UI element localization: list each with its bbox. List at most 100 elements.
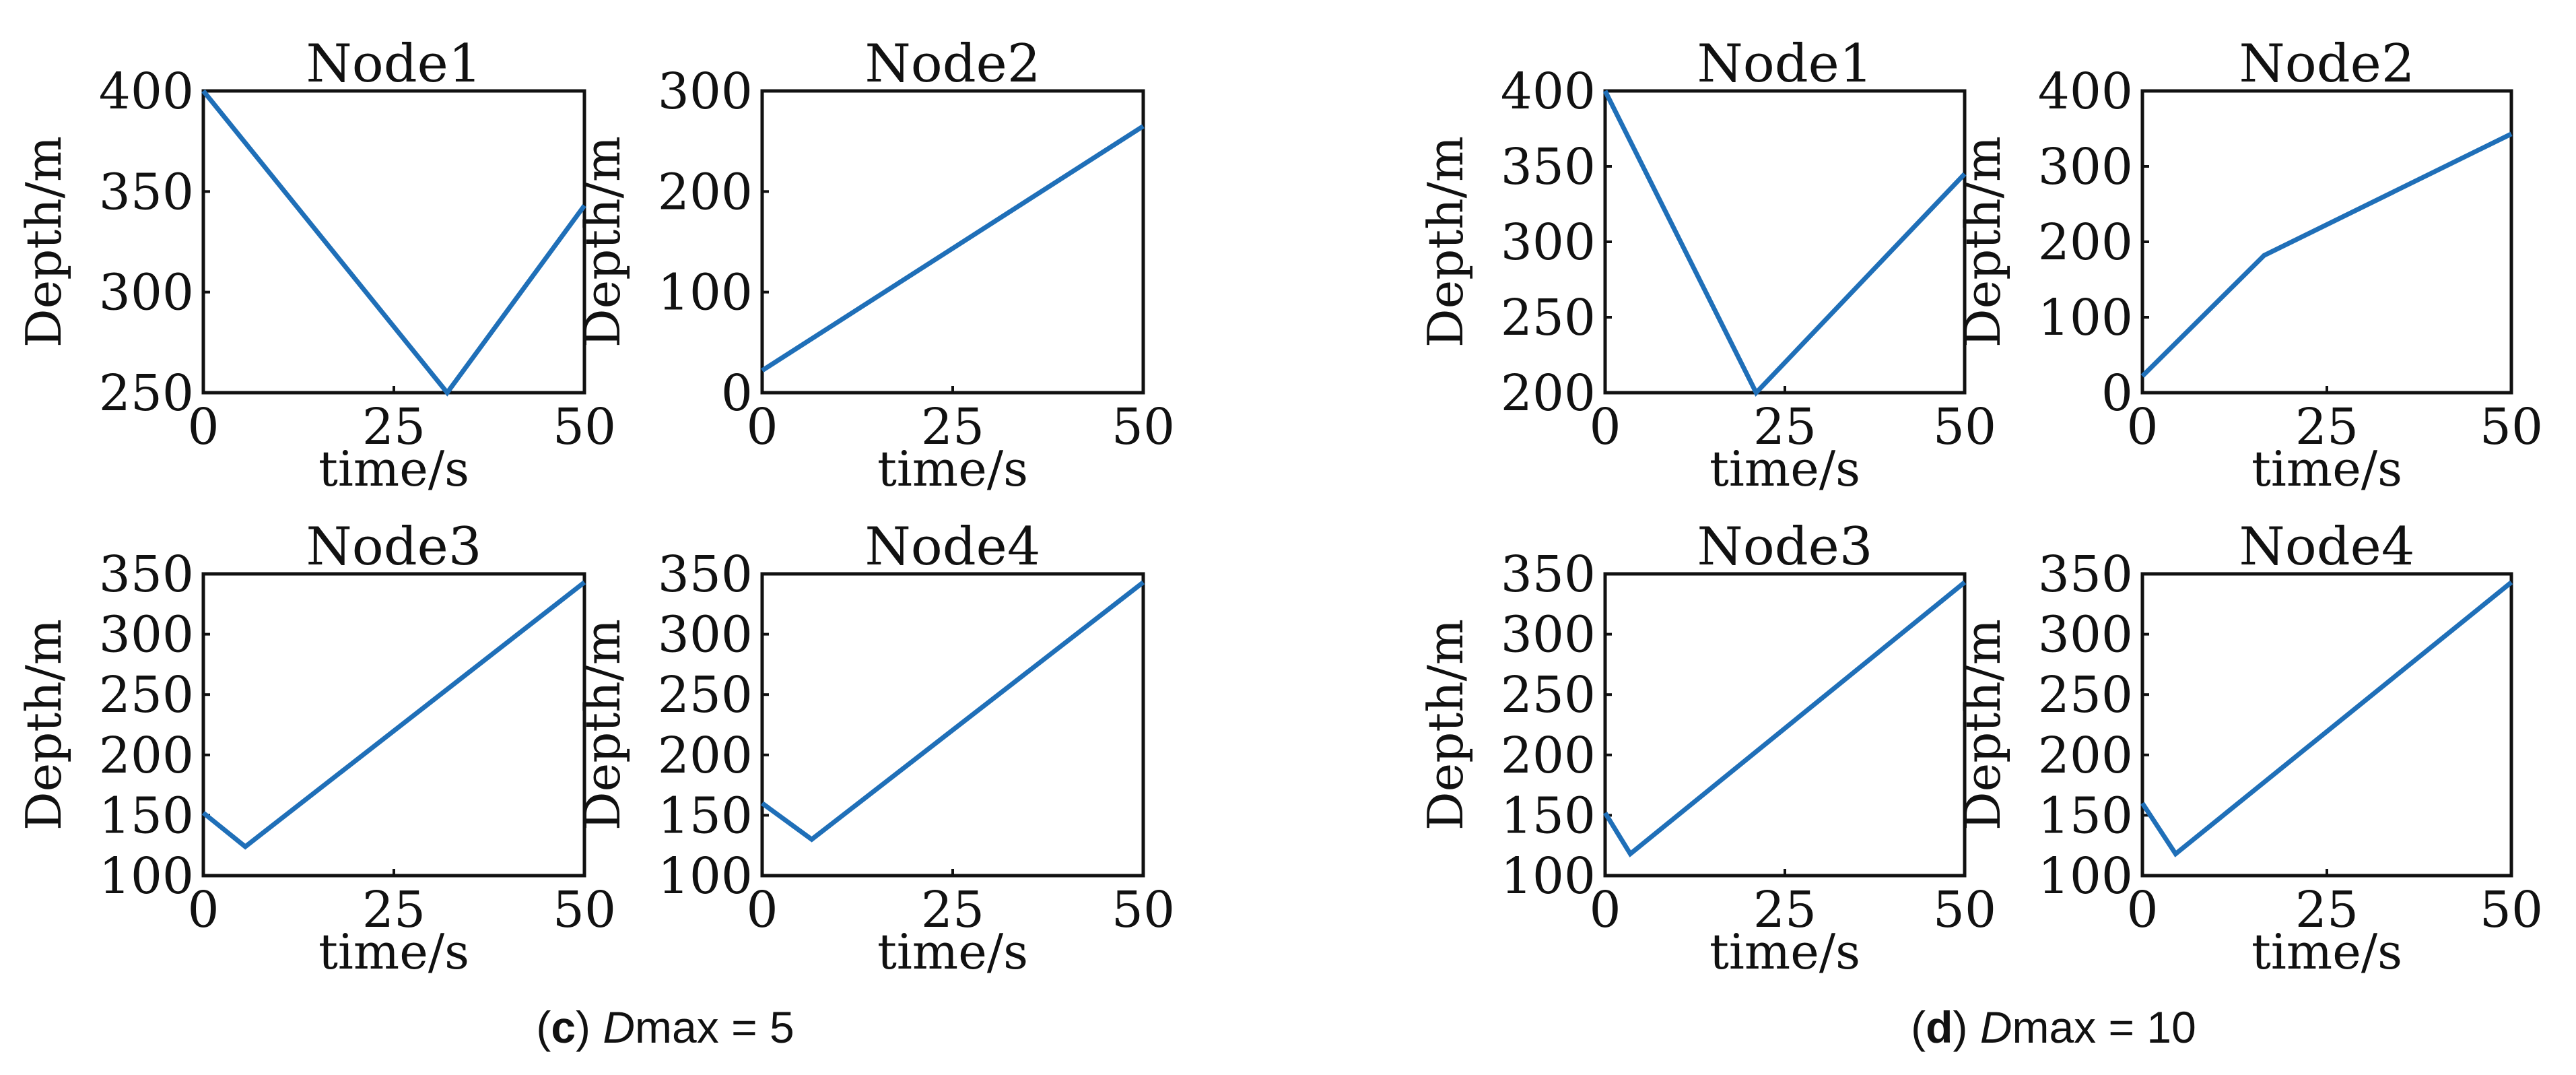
caption-d-letter: d: [1926, 1002, 1953, 1052]
y-axis-label: Depth/m: [15, 136, 72, 348]
series-line-c2: [761, 124, 1145, 373]
series-line-c3: [201, 580, 586, 850]
caption-d: (d) Dmax = 10: [1911, 1002, 2196, 1052]
x-tick-label: 0: [2126, 398, 2158, 456]
y-tick-label: 150: [99, 787, 194, 845]
y-tick-label: 300: [1501, 606, 1596, 664]
x-tick-label: 25: [362, 881, 426, 939]
x-axis-label: time/s: [1709, 923, 1860, 980]
x-axis-label: time/s: [877, 441, 1028, 497]
plot-frame: [760, 572, 1145, 878]
y-tick-label: 100: [658, 264, 753, 322]
y-tick-label: 200: [2038, 214, 2133, 271]
plot-title: Node2: [865, 34, 1041, 94]
x-tick-label: 0: [187, 398, 219, 456]
caption-c-letter: c: [551, 1002, 576, 1052]
y-tick-label: 150: [658, 787, 753, 845]
x-tick-label: 50: [1112, 398, 1175, 456]
y-tick-label: 0: [2101, 364, 2133, 422]
y-axis-label: Depth/m: [1955, 619, 2011, 830]
y-axis-label: Depth/m: [1417, 619, 1474, 830]
y-tick-label: 300: [658, 63, 753, 121]
x-tick-label: 25: [2295, 398, 2359, 456]
x-tick-label: 50: [553, 881, 616, 939]
x-axis-label: time/s: [2251, 923, 2402, 980]
y-tick-label: 250: [1501, 289, 1596, 347]
y-tick-label: 300: [99, 606, 194, 664]
y-tick-label: 200: [1501, 364, 1596, 422]
series-line-d4: [2140, 580, 2513, 857]
y-tick-label: 350: [1501, 546, 1596, 604]
plot-d2-node2: 0 25 50 0 100 200 300 400 Node2 time/s Depth/m: [1955, 34, 2543, 497]
plot-title: Node3: [306, 517, 482, 577]
plot-c2-node2: 0 25 50 0 100 200 300 Node2 time/s Depth/m: [574, 34, 1175, 497]
plot-title: Node3: [1697, 517, 1873, 577]
y-tick-label: 350: [99, 546, 194, 604]
y-tick-label: 250: [658, 666, 753, 724]
series-line-d3: [1603, 580, 1967, 857]
plot-title: Node1: [1697, 34, 1873, 94]
plot-frame: [201, 89, 586, 395]
series-line-c4: [760, 580, 1145, 843]
y-tick-label: 200: [1501, 727, 1596, 785]
x-tick-label: 0: [1589, 398, 1621, 456]
x-tick-label: 0: [1589, 881, 1621, 939]
plot-frame: [2140, 89, 2513, 395]
y-tick-label: 0: [721, 364, 753, 422]
y-tick-label: 400: [99, 63, 194, 121]
caption-d-symbol: D: [1980, 1002, 2012, 1052]
plot-d1-node1: 0 25 50 200 250 300 350 400 Node1 time/s Depth/m: [1417, 34, 1996, 497]
x-axis-label: time/s: [877, 923, 1028, 980]
x-tick-label: 25: [362, 398, 426, 456]
y-tick-label: 250: [1501, 666, 1596, 724]
x-tick-label: 25: [921, 398, 984, 456]
x-tick-label: 50: [2480, 881, 2543, 939]
y-tick-label: 100: [2038, 847, 2133, 905]
x-tick-label: 25: [2295, 881, 2359, 939]
y-tick-label: 200: [658, 727, 753, 785]
y-tick-label: 300: [99, 264, 194, 322]
x-tick-label: 0: [2126, 881, 2158, 939]
y-tick-label: 350: [2038, 546, 2133, 604]
y-tick-label: 200: [99, 727, 194, 785]
y-tick-label: 100: [99, 847, 194, 905]
y-tick-label: 300: [1501, 214, 1596, 271]
y-tick-label: 250: [99, 666, 194, 724]
x-tick-label: 50: [1933, 398, 1996, 456]
plot-frame: [2140, 572, 2513, 878]
x-tick-label: 0: [187, 881, 219, 939]
x-tick-label: 50: [1112, 881, 1175, 939]
y-tick-label: 100: [2038, 289, 2133, 347]
x-tick-label: 25: [1753, 398, 1817, 456]
x-axis-label: time/s: [318, 441, 469, 497]
y-tick-label: 300: [2038, 606, 2133, 664]
plot-frame: [1603, 89, 1967, 395]
x-axis-label: time/s: [1709, 441, 1860, 497]
y-tick-label: 350: [1501, 138, 1596, 196]
plot-title: Node4: [865, 517, 1041, 577]
y-tick-label: 400: [2038, 63, 2133, 121]
series-line-d1: [1602, 90, 1967, 397]
plot-frame: [760, 89, 1145, 395]
x-tick-label: 50: [553, 398, 616, 456]
x-axis-label: time/s: [2251, 441, 2402, 497]
y-tick-label: 200: [2038, 727, 2133, 785]
series-line-d2: [2140, 131, 2513, 378]
y-tick-label: 250: [99, 364, 194, 422]
y-tick-label: 200: [658, 163, 753, 221]
x-tick-label: 25: [921, 881, 984, 939]
plot-title: Node2: [2239, 34, 2415, 94]
y-tick-label: 150: [1501, 787, 1596, 845]
series-line-c1: [201, 89, 586, 397]
y-tick-label: 400: [1501, 63, 1596, 121]
y-axis-label: Depth/m: [574, 619, 631, 830]
y-axis-label: Depth/m: [15, 619, 72, 830]
caption-d-text: max = 10: [2012, 1002, 2196, 1052]
y-tick-label: 250: [2038, 666, 2133, 724]
caption-c: (c) Dmax = 5: [536, 1002, 794, 1052]
y-tick-label: 150: [2038, 787, 2133, 845]
